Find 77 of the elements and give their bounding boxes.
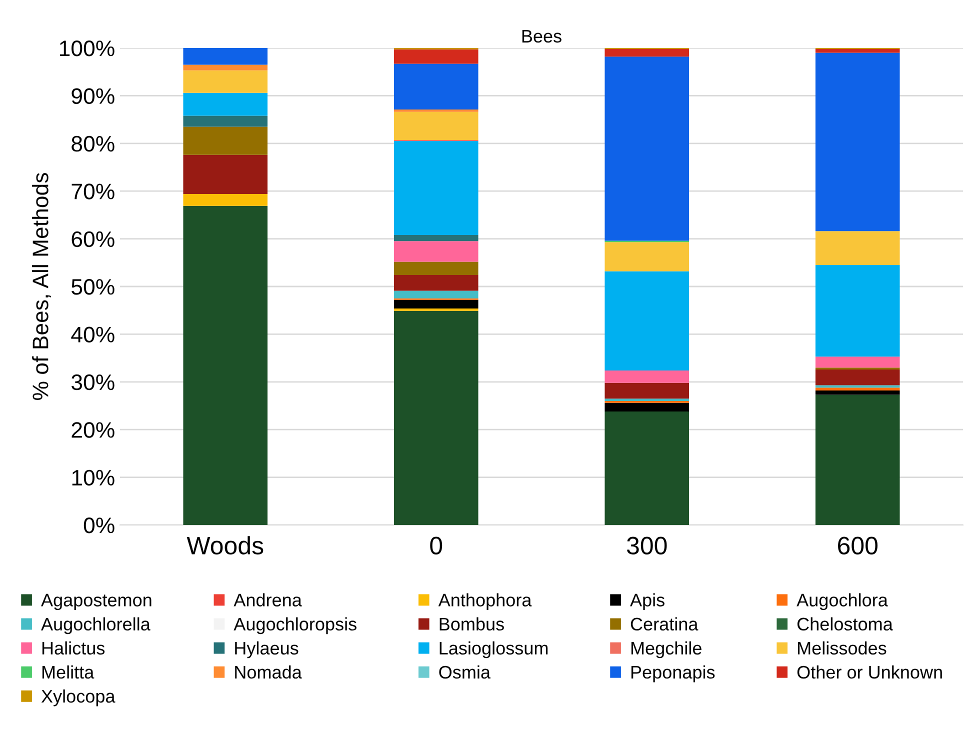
bar <box>815 52 900 232</box>
bar <box>815 231 900 266</box>
bar <box>604 382 690 399</box>
bar <box>815 265 900 357</box>
bar <box>604 411 690 525</box>
y-tick-label: 70% <box>72 184 114 200</box>
bar <box>394 234 478 242</box>
bar <box>394 262 478 276</box>
bar <box>183 154 268 194</box>
bar <box>815 388 900 390</box>
bar <box>183 64 268 70</box>
legend-label: Augochlorella <box>41 617 150 634</box>
bar <box>394 310 478 525</box>
bar <box>604 370 690 383</box>
legend-label: Apis <box>630 593 664 610</box>
bar <box>183 116 268 127</box>
legend-label: Bombus <box>440 617 504 631</box>
bar <box>815 385 900 388</box>
bar <box>394 64 478 110</box>
bar <box>183 48 268 65</box>
legend-label: Halictus <box>42 641 105 655</box>
bar <box>183 126 268 155</box>
bar <box>394 141 478 235</box>
legend-label: Melitta <box>42 665 94 679</box>
legend-label: Augochlora <box>796 593 888 610</box>
y-tick-label: 60% <box>72 231 114 248</box>
legend-label: Anthophora <box>438 593 532 610</box>
legend-label: Other or Unknown <box>797 665 942 679</box>
bar <box>394 275 478 291</box>
bar <box>394 308 478 311</box>
legend-label: Agapostemon <box>41 594 152 610</box>
legend-label: Augochloropsis <box>234 617 356 634</box>
x-tick-label: 600 <box>838 536 878 554</box>
bar <box>815 356 900 368</box>
y-tick-label: 40% <box>71 326 114 342</box>
y-tick-label: 50% <box>72 279 114 295</box>
y-tick-label: 90% <box>72 88 114 104</box>
bar <box>604 271 690 370</box>
bar <box>394 300 478 308</box>
y-tick-label: 10% <box>72 470 114 486</box>
legend-label: Hylaeus <box>235 641 298 658</box>
bar <box>394 112 478 140</box>
bar <box>394 241 478 262</box>
bar <box>394 49 478 64</box>
bar <box>394 290 478 298</box>
bar <box>604 56 690 241</box>
y-tick-label: 80% <box>72 136 114 152</box>
bar <box>183 194 268 206</box>
y-axis-title: % of Bees, All Methods <box>32 173 51 400</box>
legend-label: Nomada <box>235 665 302 679</box>
y-tick-label: 20% <box>72 422 114 438</box>
bar <box>815 370 900 386</box>
bar <box>183 206 268 525</box>
legend-label: Osmia <box>439 665 491 679</box>
x-tick-label: Woods <box>186 536 264 554</box>
legend-label: Megchile <box>631 641 702 658</box>
bar <box>815 48 900 53</box>
legend-label: Melissodes <box>798 641 886 655</box>
bar <box>604 402 690 412</box>
y-tick-label: 0% <box>84 518 114 534</box>
legend-label: Chelostoma <box>797 617 893 631</box>
legend-label: Andrena <box>234 593 302 606</box>
legend-label: Lasioglossum <box>440 641 548 658</box>
y-tick-label: 100% <box>60 40 114 56</box>
legend-label: Peponapis <box>631 665 715 682</box>
legend-label: Ceratina <box>630 617 698 631</box>
chart-title: Bees <box>522 30 562 43</box>
x-tick-label: 0 <box>430 536 442 554</box>
bar <box>183 92 268 116</box>
bar <box>604 242 690 272</box>
legend-label: Xylocopa <box>41 689 116 706</box>
bar <box>815 394 900 525</box>
bar <box>183 70 268 93</box>
bar <box>604 48 690 57</box>
bar <box>815 390 900 395</box>
y-tick-label: 30% <box>72 374 114 390</box>
x-tick-label: 300 <box>626 536 667 554</box>
